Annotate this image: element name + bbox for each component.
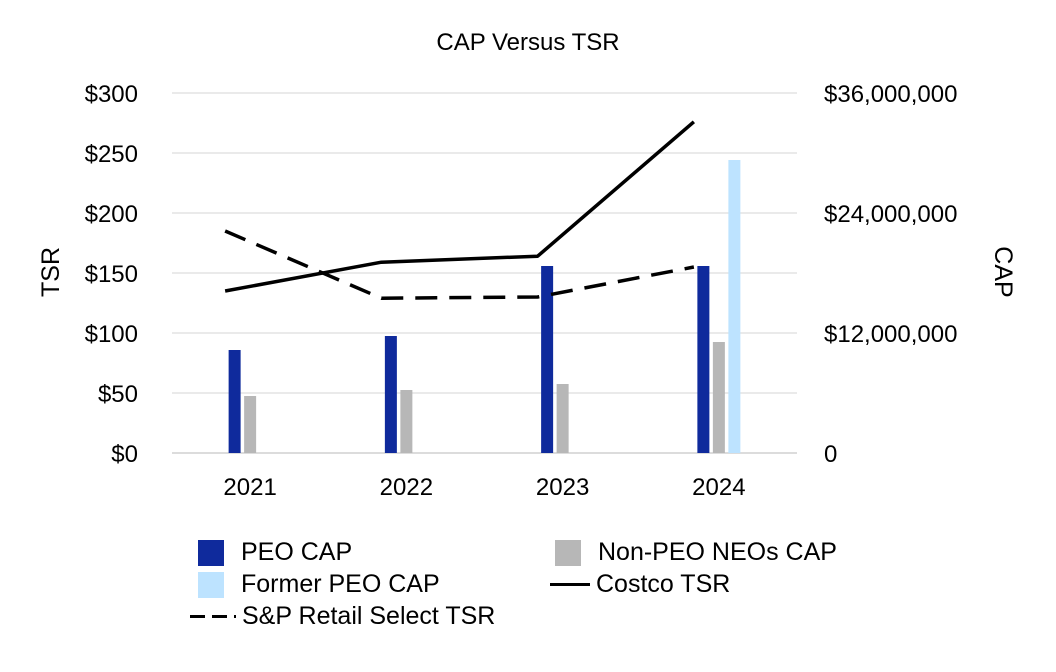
line-marks (224, 120, 696, 300)
legend-label: Non-PEO NEOs CAP (598, 538, 837, 566)
right-tick-label: $36,000,000 (824, 81, 957, 108)
left-tick-label: $50 (98, 381, 138, 408)
legend-label: Costco TSR (596, 570, 731, 598)
bar-marks (228, 160, 741, 453)
line-costco-tsr (224, 120, 696, 293)
right-tick-label: 0 (824, 441, 837, 468)
legend-item-peo-cap: PEO CAP (198, 538, 352, 567)
x-tick-label: 2021 (223, 474, 276, 501)
bar-non-peo-neos-cap-2022 (400, 390, 413, 453)
left-tick-label: $250 (85, 141, 138, 168)
bar-peo-cap-2021 (228, 350, 241, 453)
right-tick-label: $24,000,000 (824, 201, 957, 228)
bar-peo-cap-2024 (697, 266, 710, 453)
legend-label: S&P Retail Select TSR (242, 602, 496, 630)
x-tick-label: 2024 (692, 474, 745, 501)
gridlines (172, 92, 797, 454)
x-axis-ticks: 2021 2022 2023 2024 (223, 474, 745, 501)
bar-non-peo-neos-cap-2024 (712, 342, 725, 453)
legend-item-sp-retail-select-tsr: S&P Retail Select TSR (190, 602, 495, 631)
bar-peo-cap-2023 (541, 266, 554, 453)
x-tick-label: 2022 (380, 474, 433, 501)
right-tick-label: $12,000,000 (824, 321, 957, 348)
legend-swatch-non-peo-neos-cap (555, 539, 581, 566)
line-s-p-retail-select-tsr (224, 229, 695, 300)
bar-non-peo-neos-cap-2023 (556, 384, 569, 453)
bar-non-peo-neos-cap-2021 (244, 396, 257, 453)
left-tick-label: $300 (85, 81, 138, 108)
legend-item-former-peo-cap: Former PEO CAP (198, 570, 440, 599)
left-axis-label: TSR (37, 247, 65, 297)
legend-item-non-peo-neos-cap: Non-PEO NEOs CAP (555, 538, 837, 567)
legend-swatch-costco-tsr (550, 583, 590, 586)
chart-title: CAP Versus TSR (436, 29, 619, 56)
legend-label: Former PEO CAP (241, 570, 440, 598)
legend-swatch-sp-retail-select-tsr (190, 615, 236, 618)
left-axis-ticks: $0 $50 $100 $150 $200 $250 $300 (85, 81, 138, 468)
legend-swatch-former-peo-cap (198, 571, 224, 598)
right-axis-ticks: 0 $12,000,000 $24,000,000 $36,000,000 (824, 81, 957, 468)
left-tick-label: $200 (85, 201, 138, 228)
left-tick-label: $150 (85, 261, 138, 288)
right-axis-label: CAP (989, 246, 1017, 297)
bar-former-peo-cap-2024 (728, 160, 741, 453)
legend-item-costco-tsr: Costco TSR (550, 570, 730, 599)
left-tick-label: $100 (85, 321, 138, 348)
legend-swatch-peo-cap (198, 539, 224, 566)
x-tick-label: 2023 (536, 474, 589, 501)
left-tick-label: $0 (111, 441, 138, 468)
legend-label: PEO CAP (241, 538, 353, 566)
bar-peo-cap-2022 (384, 336, 397, 453)
